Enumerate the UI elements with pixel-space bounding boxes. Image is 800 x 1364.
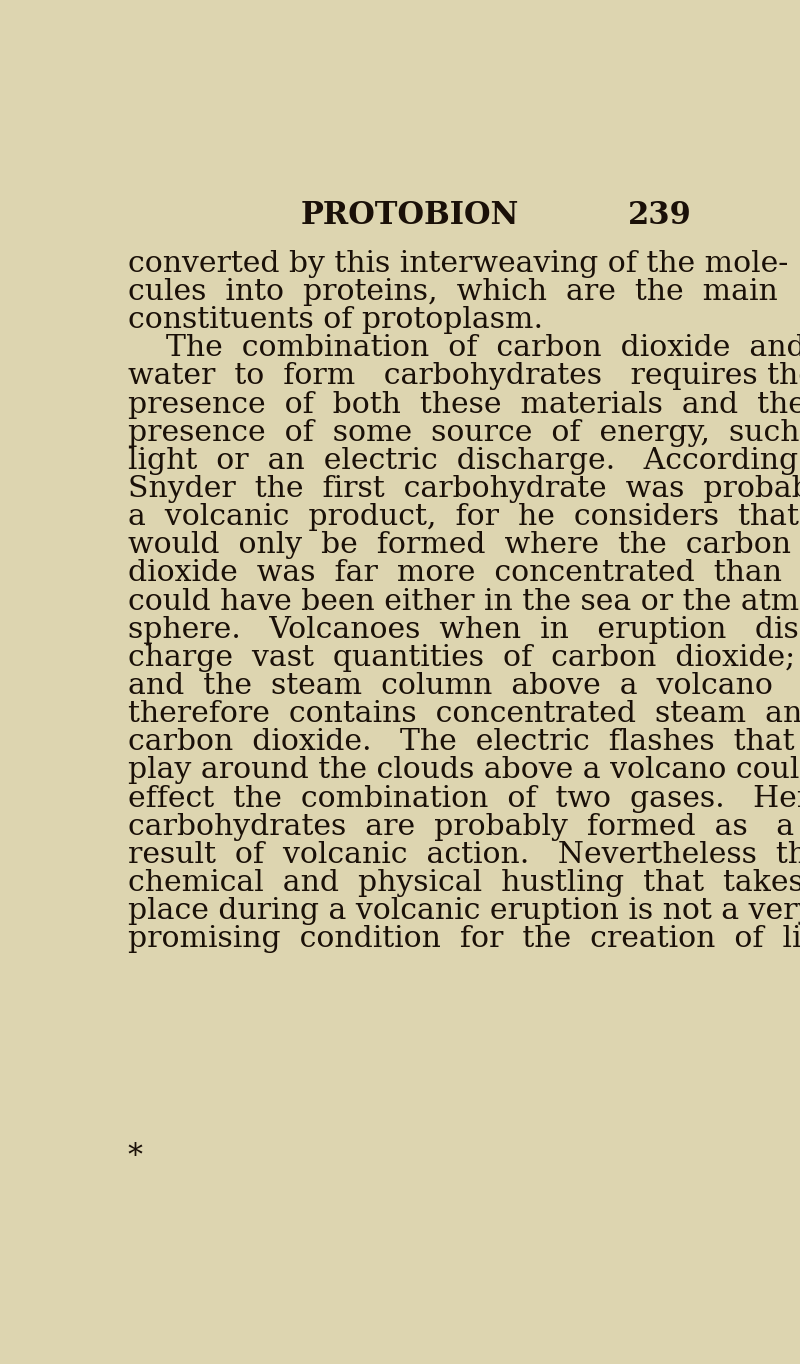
Text: dioxide  was  far  more  concentrated  than  it: dioxide was far more concentrated than i… xyxy=(128,559,800,588)
Text: cules  into  proteins,  which  are  the  main: cules into proteins, which are the main xyxy=(128,278,778,306)
Text: water  to  form   carbohydrates   requires the: water to form carbohydrates requires the xyxy=(128,363,800,390)
Text: presence  of  both  these  materials  and  the: presence of both these materials and the xyxy=(128,390,800,419)
Text: 239: 239 xyxy=(628,201,692,232)
Text: chemical  and  physical  hustling  that  takes: chemical and physical hustling that take… xyxy=(128,869,800,898)
Text: result  of  volcanic  action.   Nevertheless  the: result of volcanic action. Nevertheless … xyxy=(128,840,800,869)
Text: carbon  dioxide.   The  electric  flashes  that: carbon dioxide. The electric flashes tha… xyxy=(128,728,794,756)
Text: Snyder  the  first  carbohydrate  was  probably: Snyder the first carbohydrate was probab… xyxy=(128,475,800,503)
Text: constituents of protoplasm.: constituents of protoplasm. xyxy=(128,306,543,334)
Text: *: * xyxy=(128,1142,143,1170)
Text: light  or  an  electric  discharge.   According to: light or an electric discharge. Accordin… xyxy=(128,447,800,475)
Text: place during a volcanic eruption is not a very: place during a volcanic eruption is not … xyxy=(128,898,800,925)
Text: PROTOBION: PROTOBION xyxy=(301,201,519,232)
Text: could have been either in the sea or the atmo-: could have been either in the sea or the… xyxy=(128,588,800,615)
Text: sphere.   Volcanoes  when  in   eruption   dis-: sphere. Volcanoes when in eruption dis- xyxy=(128,615,800,644)
Text: a  volcanic  product,  for  he  considers  that  it: a volcanic product, for he considers tha… xyxy=(128,503,800,531)
Text: would  only  be  formed  where  the  carbon: would only be formed where the carbon xyxy=(128,532,791,559)
Text: The  combination  of  carbon  dioxide  and: The combination of carbon dioxide and xyxy=(128,334,800,363)
Text: therefore  contains  concentrated  steam  and: therefore contains concentrated steam an… xyxy=(128,700,800,728)
Text: play around the clouds above a volcano could: play around the clouds above a volcano c… xyxy=(128,757,800,784)
Text: and  the  steam  column  above  a  volcano: and the steam column above a volcano xyxy=(128,672,773,700)
Text: effect  the  combination  of  two  gases.   Hence: effect the combination of two gases. Hen… xyxy=(128,784,800,813)
Text: carbohydrates  are  probably  formed  as   a: carbohydrates are probably formed as a xyxy=(128,813,794,840)
Text: promising  condition  for  the  creation  of  life;: promising condition for the creation of … xyxy=(128,925,800,953)
Text: charge  vast  quantities  of  carbon  dioxide;: charge vast quantities of carbon dioxide… xyxy=(128,644,795,672)
Text: converted by this interweaving of the mole-: converted by this interweaving of the mo… xyxy=(128,250,788,278)
Text: presence  of  some  source  of  energy,  such as: presence of some source of energy, such … xyxy=(128,419,800,446)
